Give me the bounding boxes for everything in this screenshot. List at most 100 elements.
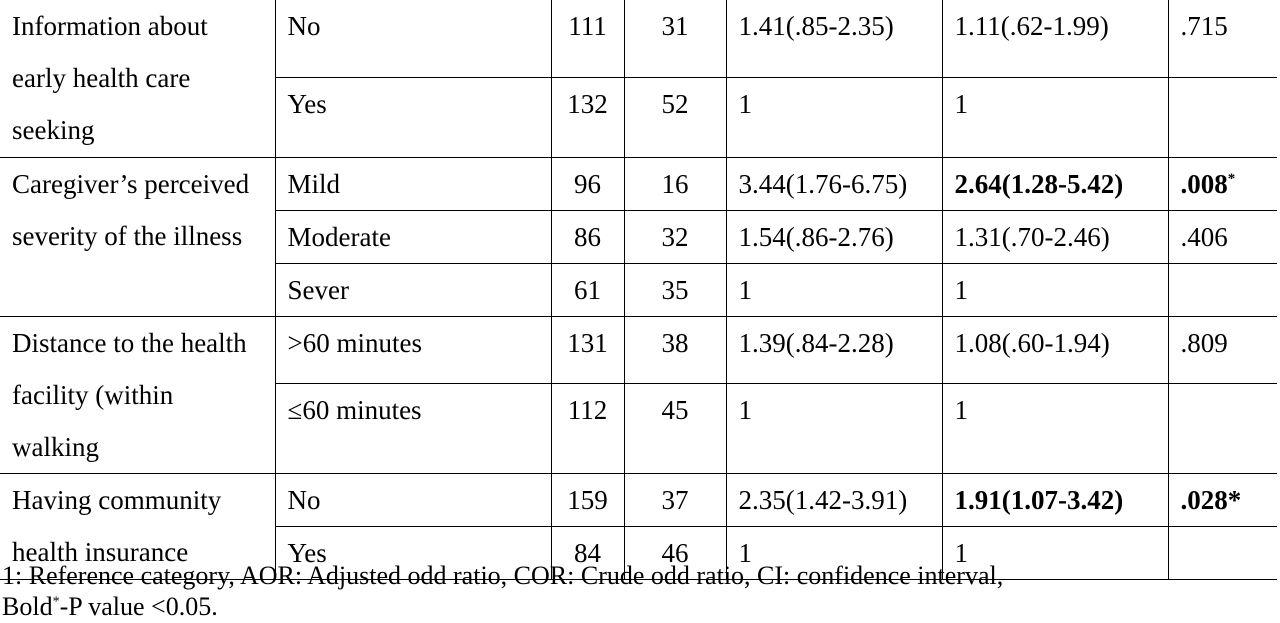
aor-cell-text: 1.11(.62-1.99) bbox=[954, 11, 1109, 41]
table-body: Information about early health care seek… bbox=[0, 0, 1277, 580]
category-cell-text: No bbox=[287, 11, 321, 41]
significance-marker: * bbox=[1227, 170, 1236, 187]
cor-cell: 1.39(.84-2.28) bbox=[725, 315, 943, 385]
aor-cell: 2.64(1.28-5.42) bbox=[941, 156, 1169, 211]
aor-cell-text: 1.08(.60-1.94) bbox=[954, 327, 1110, 358]
count-cell-text: 46 bbox=[661, 537, 689, 568]
category-cell: Mild bbox=[274, 156, 552, 211]
count-cell-text: 45 bbox=[661, 395, 689, 426]
cor-cell: 1 bbox=[725, 525, 943, 580]
footnote-asterisk: * bbox=[52, 594, 60, 610]
variable-cell: Having community health insurance bbox=[0, 472, 276, 580]
count-cell-text: 132 bbox=[567, 88, 608, 119]
aor-cell: 1.91(1.07-3.42) bbox=[941, 472, 1169, 527]
cor-cell-text: 1 bbox=[738, 395, 753, 426]
category-cell-text: Sever bbox=[287, 274, 349, 305]
footnote-line-2: Bold*-P value <0.05. bbox=[2, 591, 1272, 622]
count-cell-text: 52 bbox=[661, 88, 689, 119]
footnote-line-1: 1: Reference category, AOR: Adjusted odd… bbox=[2, 561, 1004, 590]
cor-cell: 1.54(.86-2.76) bbox=[725, 209, 943, 264]
count-cell: 112 bbox=[550, 383, 625, 474]
table-row: Distance to the health facility (within … bbox=[0, 315, 1277, 474]
p-value-cell-text: .809 bbox=[1180, 327, 1228, 358]
aor-cell: 1 bbox=[941, 76, 1169, 158]
p-value-cell-text: .406 bbox=[1180, 221, 1228, 252]
count-cell: 111 bbox=[550, 0, 625, 78]
count-cell-text: 38 bbox=[661, 327, 689, 358]
cor-cell-text: 1.39(.84-2.28) bbox=[738, 327, 894, 358]
p-value-cell bbox=[1167, 262, 1277, 317]
aor-cell-text: 1 bbox=[954, 537, 969, 568]
category-cell-text: Yes bbox=[287, 88, 327, 119]
cor-cell: 1 bbox=[725, 76, 943, 158]
count-cell: 32 bbox=[623, 209, 727, 264]
count-cell-text: 111 bbox=[568, 11, 607, 41]
aor-cell-text: 1 bbox=[954, 88, 969, 119]
category-cell-text: No bbox=[287, 484, 321, 515]
count-cell: 45 bbox=[623, 383, 727, 474]
cor-cell: 3.44(1.76-6.75) bbox=[725, 156, 943, 211]
count-cell-text: 37 bbox=[661, 484, 689, 515]
count-cell: 131 bbox=[550, 315, 625, 385]
category-cell: Moderate bbox=[274, 209, 552, 264]
aor-cell-text: 1.31(.70-2.46) bbox=[954, 221, 1110, 252]
count-cell-text: 131 bbox=[567, 327, 608, 358]
table-row: Caregiver’s perceived severity of the il… bbox=[0, 156, 1277, 317]
cor-cell-text: 1.41(.85-2.35) bbox=[738, 11, 894, 41]
table-row: Sever 61 35 1 1 bbox=[0, 262, 1277, 317]
count-cell: 86 bbox=[550, 209, 625, 264]
table-footnote: 1: Reference category, AOR: Adjusted odd… bbox=[2, 560, 1272, 622]
count-cell-text: 96 bbox=[574, 168, 601, 199]
category-cell-text: Moderate bbox=[287, 221, 391, 252]
aor-cell-text: 1.91(1.07-3.42) bbox=[954, 484, 1124, 515]
count-cell: 38 bbox=[623, 315, 727, 385]
category-cell-text: Mild bbox=[287, 168, 341, 199]
aor-cell-text: 1 bbox=[954, 274, 969, 305]
table-row: Having community health insurance No 159 37… bbox=[0, 472, 1277, 580]
p-value-cell-text: .028* bbox=[1180, 484, 1242, 515]
category-cell-text: Yes bbox=[287, 537, 327, 568]
count-cell-text: 86 bbox=[574, 221, 601, 252]
table-row: Yes 84 46 1 1 bbox=[0, 525, 1277, 580]
cor-cell-text: 3.44(1.76-6.75) bbox=[738, 168, 908, 199]
category-cell-text: ≤60 minutes bbox=[287, 395, 422, 426]
cor-cell-text: 1.54(.86-2.76) bbox=[738, 221, 894, 252]
p-value-cell bbox=[1167, 525, 1277, 580]
aor-cell: 1.08(.60-1.94) bbox=[941, 315, 1169, 385]
footnote-p-value-note: -P value <0.05. bbox=[59, 592, 218, 621]
count-cell: 31 bbox=[623, 0, 727, 78]
cor-cell-text: 1 bbox=[738, 88, 753, 119]
aor-cell-text: 1 bbox=[954, 395, 969, 426]
count-cell: 46 bbox=[623, 525, 727, 580]
p-value-cell: .715 bbox=[1167, 0, 1277, 78]
aor-cell: 1.11(.62-1.99) bbox=[941, 0, 1169, 78]
cor-cell-text: 1 bbox=[738, 274, 753, 305]
variable-cell: Distance to the health facility (within … bbox=[0, 315, 276, 474]
category-cell: >60 minutes bbox=[274, 315, 552, 385]
cor-cell: 1 bbox=[725, 383, 943, 474]
count-cell: 96 bbox=[550, 156, 625, 211]
count-cell: 132 bbox=[550, 76, 625, 158]
p-value-cell-text: .715 bbox=[1180, 11, 1228, 41]
cor-cell: 1.41(.85-2.35) bbox=[725, 0, 943, 78]
category-cell: Yes bbox=[274, 76, 552, 158]
aor-cell: 1 bbox=[941, 525, 1169, 580]
category-cell: ≤60 minutes bbox=[274, 383, 552, 474]
count-cell-text: 112 bbox=[567, 395, 608, 426]
table-row: ≤60 minutes 112 45 1 1 bbox=[0, 383, 1277, 474]
category-cell-text: >60 minutes bbox=[287, 327, 422, 358]
count-cell: 61 bbox=[550, 262, 625, 317]
aor-cell: 1 bbox=[941, 383, 1169, 474]
p-value-cell: .406 bbox=[1167, 209, 1277, 264]
count-cell-text: 159 bbox=[567, 484, 608, 515]
p-value-cell: .028* bbox=[1167, 472, 1277, 527]
category-cell: Sever bbox=[274, 262, 552, 317]
cor-cell: 1 bbox=[725, 262, 943, 317]
count-cell-text: 35 bbox=[661, 274, 689, 305]
count-cell: 159 bbox=[550, 472, 625, 527]
count-cell: 16 bbox=[623, 156, 727, 211]
p-value-cell-text: .008 bbox=[1180, 168, 1228, 199]
variable-cell: Caregiver’s perceived severity of the il… bbox=[0, 156, 276, 317]
count-cell: 52 bbox=[623, 76, 727, 158]
